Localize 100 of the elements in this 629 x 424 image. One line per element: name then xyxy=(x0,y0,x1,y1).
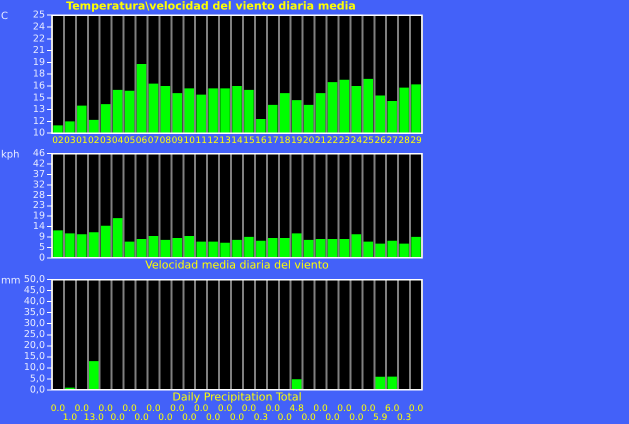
y-tick-label: 20,0 xyxy=(24,340,45,352)
bar xyxy=(316,238,326,258)
y-tick-label: 46 xyxy=(32,148,45,160)
y-tick-label: 22 xyxy=(32,33,45,44)
data-label: 0.0 xyxy=(110,413,126,423)
data-label: 0.0 xyxy=(206,413,221,423)
x-tick-label: 14 xyxy=(231,136,243,146)
x-tick-label: 02 xyxy=(52,136,64,146)
bar xyxy=(196,242,206,258)
y-tick-label: 10,0 xyxy=(24,362,45,374)
x-tick-label: 12 xyxy=(207,136,219,146)
y-axis-title: mm xyxy=(1,275,20,286)
x-tick-label: 17 xyxy=(267,136,279,146)
y-tick-label: 16 xyxy=(32,80,45,92)
x-tick-label: 07 xyxy=(148,136,160,146)
data-label: 0.0 xyxy=(349,413,364,423)
y-tick-label: 5 xyxy=(38,242,45,253)
x-axis-title: Daily Precipitation Total xyxy=(172,390,302,404)
x-tick-label: 15 xyxy=(243,136,255,146)
y-tick-label: 35,0 xyxy=(24,307,45,318)
bar xyxy=(232,240,242,258)
x-tick-label: 19 xyxy=(290,136,303,146)
y-tick-label: 18 xyxy=(32,68,45,80)
y-tick-label: 25 xyxy=(32,10,45,21)
x-tick-label: 18 xyxy=(279,136,291,146)
y-tick-label: 14 xyxy=(32,221,45,232)
data-label: 0.0 xyxy=(170,404,185,414)
data-label: 13.0 xyxy=(84,413,104,423)
y-tick-label: 37 xyxy=(32,168,45,180)
x-tick-label: 04 xyxy=(112,136,124,146)
chart-title: Temperatura\velocidad del viento diaria media xyxy=(66,0,356,12)
data-label: 0.0 xyxy=(122,404,138,414)
y-tick-label: 15,0 xyxy=(24,351,45,362)
x-tick-label: 28 xyxy=(398,136,410,146)
x-tick-label: 10 xyxy=(184,136,196,146)
x-tick-label: 25 xyxy=(362,136,374,146)
data-label: 0.0 xyxy=(325,413,340,423)
bar xyxy=(304,240,314,258)
data-label: 0.0 xyxy=(158,413,173,423)
bar xyxy=(220,242,230,258)
data-label: 0.0 xyxy=(361,404,376,414)
data-label: 0.0 xyxy=(134,413,149,423)
y-tick-label: 5,0 xyxy=(30,373,45,384)
bar xyxy=(280,238,290,258)
data-label: 0.0 xyxy=(74,404,90,414)
y-tick-label: 0 xyxy=(38,252,45,264)
bar xyxy=(53,230,63,258)
x-tick-label: 24 xyxy=(350,136,362,146)
x-tick-label: 13 xyxy=(219,136,231,146)
bar xyxy=(136,238,146,258)
bar xyxy=(89,361,99,390)
data-label: 0.0 xyxy=(98,404,114,414)
data-label: 0.0 xyxy=(408,404,424,414)
x-tick-label: 08 xyxy=(160,136,172,146)
x-tick-label: 02 xyxy=(88,136,100,146)
data-label: 0.0 xyxy=(278,413,292,423)
bar xyxy=(387,376,397,390)
bar xyxy=(148,236,158,258)
y-tick-label: 15 xyxy=(32,92,45,104)
bar xyxy=(352,234,362,258)
bar xyxy=(364,242,374,258)
x-tick-label: 16 xyxy=(255,136,267,146)
bar xyxy=(184,236,194,258)
x-tick-label: 26 xyxy=(374,136,386,146)
bar xyxy=(172,238,182,258)
bar xyxy=(77,234,87,258)
x-tick-label: 01 xyxy=(76,136,88,146)
x-tick-label: 23 xyxy=(338,136,350,146)
data-label: 0.3 xyxy=(254,413,268,423)
y-tick-label: 12 xyxy=(32,116,45,127)
bar xyxy=(208,242,218,258)
y-tick-label: 25,0 xyxy=(24,329,45,340)
y-axis-title: kph xyxy=(1,149,20,160)
bar xyxy=(256,240,266,258)
x-tick-label: 05 xyxy=(124,136,136,146)
bar xyxy=(100,226,110,258)
bar xyxy=(65,233,75,258)
y-tick-label: 9 xyxy=(38,231,45,242)
bar xyxy=(292,233,302,258)
data-label: 0.0 xyxy=(337,404,352,414)
x-tick-label: 11 xyxy=(195,136,207,146)
data-label: 0.0 xyxy=(242,404,256,414)
x-tick-label: 06 xyxy=(136,136,148,146)
y-tick-label: 42 xyxy=(32,158,45,170)
y-tick-label: 23 xyxy=(32,200,45,212)
y-tick-label: 45,0 xyxy=(24,285,45,296)
bar xyxy=(112,218,122,258)
data-label: 0.0 xyxy=(50,404,66,414)
y-tick-label: 13 xyxy=(32,104,45,116)
data-label: 0.0 xyxy=(313,404,328,414)
y-tick-label: 19 xyxy=(32,210,45,222)
y-tick-label: 21 xyxy=(32,45,45,56)
bar xyxy=(124,242,134,258)
data-label: 0.0 xyxy=(182,413,197,423)
bar xyxy=(340,238,350,258)
data-label: 0.0 xyxy=(146,404,161,414)
y-tick-label: 19 xyxy=(32,56,45,68)
x-axis-title: Velocidad media diaria del viento xyxy=(145,258,330,272)
x-tick-label: 21 xyxy=(314,136,326,146)
x-tick-label: 27 xyxy=(386,136,398,146)
